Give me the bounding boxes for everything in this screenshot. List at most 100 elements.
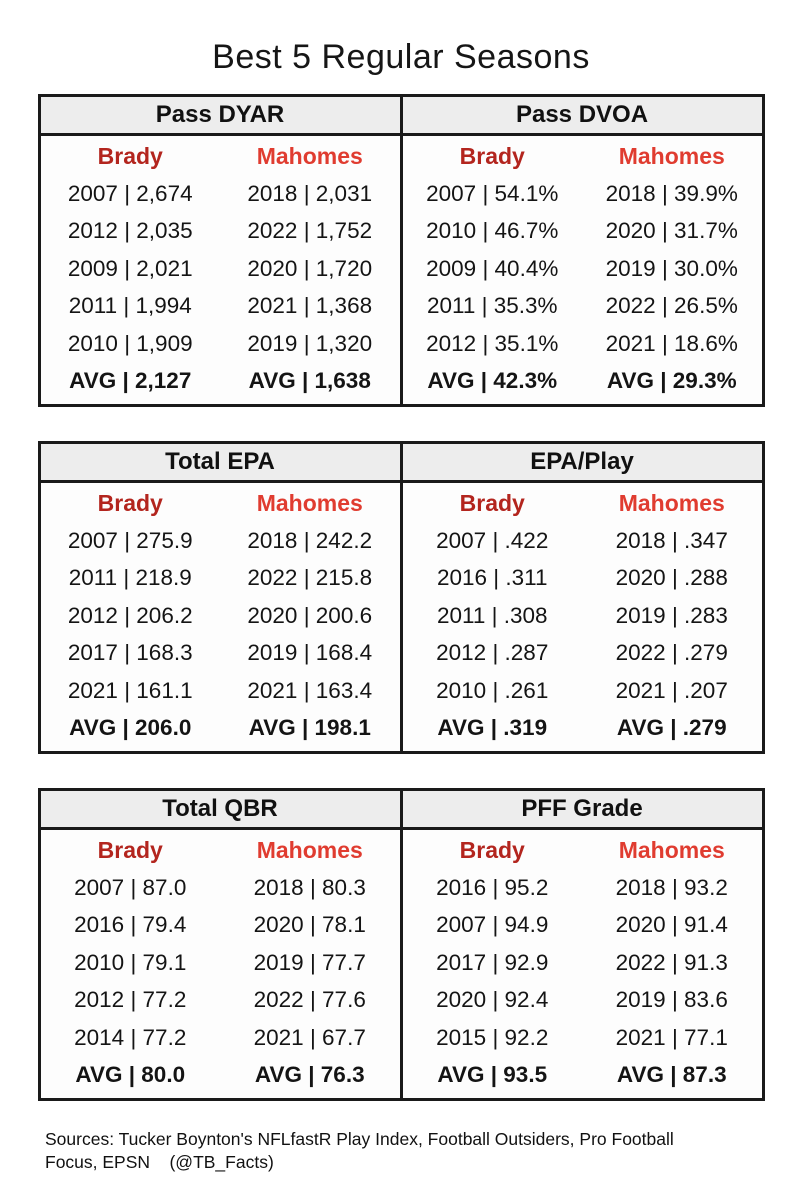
avg-row: AVG | 87.3 (616, 1062, 727, 1088)
metric-title: Pass DYAR (40, 97, 400, 136)
stat-row: 2020 | 1,720 (247, 255, 373, 281)
stat-row: 2009 | 2,021 (67, 255, 193, 281)
player-header-mahomes: Mahomes (256, 837, 363, 863)
sources-note: Sources: Tucker Boynton's NFLfastR Play … (45, 1129, 674, 1172)
metric-title: Pass DVOA (402, 97, 762, 136)
stat-row: 2022 | 77.6 (253, 987, 366, 1013)
brady-column: Brady 2007 | 275.9 2011 | 218.9 2012 | 2… (41, 485, 221, 747)
stat-row: 2010 | .261 (436, 677, 549, 703)
stat-row: 2021 | 77.1 (615, 1024, 728, 1050)
stat-row: 2011 | .308 (436, 602, 548, 628)
stat-row: 2019 | .283 (615, 602, 728, 628)
stat-row: 2018 | 93.2 (615, 874, 728, 900)
player-header-mahomes: Mahomes (618, 490, 725, 516)
brady-column: Brady 2007 | 87.0 2016 | 79.4 2010 | 79.… (41, 832, 221, 1094)
page-title: Best 5 Regular Seasons (212, 38, 590, 76)
stat-row: 2020 | 91.4 (615, 912, 728, 938)
avg-row: AVG | 80.0 (75, 1062, 186, 1088)
stat-row: 2022 | 215.8 (247, 565, 373, 591)
stat-row: 2020 | 31.7% (605, 218, 738, 244)
stat-row: 2021 | 67.7 (253, 1024, 366, 1050)
mahomes-column: Mahomes 2018 | 242.2 2022 | 215.8 2020 |… (220, 485, 400, 747)
player-header-mahomes: Mahomes (256, 143, 363, 169)
player-header-mahomes: Mahomes (256, 490, 363, 516)
avg-row: AVG | 1,638 (248, 368, 371, 394)
stat-row: 2015 | 92.2 (436, 1024, 549, 1050)
stat-row: 2021 | 163.4 (247, 677, 373, 703)
metric-panel-pass-dyar: Pass DYAR Brady 2007 | 2,674 2012 | 2,03… (40, 97, 403, 404)
stat-row: 2019 | 83.6 (615, 987, 728, 1013)
brady-column: Brady 2007 | 2,674 2012 | 2,035 2009 | 2… (41, 138, 221, 400)
metric-panel-pass-dvoa: Pass DVOA Brady 2007 | 54.1% 2010 | 46.7… (402, 97, 762, 404)
stat-row: 2021 | 161.1 (67, 677, 193, 703)
stat-row: 2020 | 78.1 (253, 912, 366, 938)
metric-panel-total-qbr: Total QBR Brady 2007 | 87.0 2016 | 79.4 … (40, 791, 403, 1098)
stat-row: 2022 | .279 (615, 640, 728, 666)
stats-table-qbr-pff: Total QBR Brady 2007 | 87.0 2016 | 79.4 … (37, 788, 765, 1101)
player-header-brady: Brady (459, 143, 525, 169)
stat-row: 2022 | 91.3 (615, 949, 728, 975)
stat-row: 2022 | 26.5% (605, 293, 738, 319)
player-header-mahomes: Mahomes (618, 143, 725, 169)
stat-row: 2019 | 30.0% (605, 255, 738, 281)
stat-row: 2018 | 242.2 (247, 527, 373, 553)
stat-row: 2007 | .422 (436, 527, 549, 553)
stat-row: 2011 | 1,994 (68, 293, 192, 319)
stat-row: 2010 | 46.7% (426, 218, 559, 244)
stat-row: 2010 | 1,909 (67, 330, 193, 356)
player-header-brady: Brady (459, 837, 525, 863)
metric-panel-pff-grade: PFF Grade Brady 2016 | 95.2 2007 | 94.9 … (402, 791, 762, 1098)
player-header-brady: Brady (97, 490, 163, 516)
stat-row: 2018 | 39.9% (605, 180, 738, 206)
player-header-brady: Brady (459, 490, 525, 516)
stat-row: 2019 | 77.7 (253, 949, 366, 975)
stat-row: 2012 | 206.2 (67, 602, 193, 628)
avg-row: AVG | .319 (437, 715, 548, 741)
metric-panel-epa-play: EPA/Play Brady 2007 | .422 2016 | .311 2… (402, 444, 762, 751)
stat-row: 2020 | .288 (615, 565, 728, 591)
stat-row: 2007 | 87.0 (74, 874, 187, 900)
metric-title: Total QBR (40, 791, 400, 830)
stat-row: 2010 | 79.1 (74, 949, 187, 975)
brady-column: Brady 2016 | 95.2 2007 | 94.9 2017 | 92.… (403, 832, 583, 1094)
stat-row: 2020 | 92.4 (436, 987, 549, 1013)
metric-panel-total-epa: Total EPA Brady 2007 | 275.9 2011 | 218.… (40, 444, 403, 751)
stat-row: 2007 | 275.9 (67, 527, 193, 553)
stat-row: 2020 | 200.6 (247, 602, 373, 628)
stat-row: 2012 | 2,035 (67, 218, 193, 244)
mahomes-column: Mahomes 2018 | .347 2020 | .288 2019 | .… (582, 485, 762, 747)
stat-row: 2016 | .311 (436, 565, 548, 591)
avg-row: AVG | 93.5 (437, 1062, 548, 1088)
stats-table-epa: Total EPA Brady 2007 | 275.9 2011 | 218.… (37, 441, 765, 754)
stat-row: 2016 | 79.4 (74, 912, 187, 938)
avg-row: AVG | .279 (616, 715, 727, 741)
stat-row: 2021 | 1,368 (247, 293, 373, 319)
metric-title: Total EPA (40, 444, 400, 483)
stat-row: 2011 | 35.3% (426, 293, 558, 319)
infographic-page: Best 5 Regular Seasons Pass DYAR Brady 2… (0, 38, 802, 1200)
stat-row: 2007 | 2,674 (67, 180, 193, 206)
avg-row: AVG | 76.3 (254, 1062, 365, 1088)
avg-row: AVG | 2,127 (69, 368, 192, 394)
metric-title: PFF Grade (402, 791, 762, 830)
stat-row: 2019 | 168.4 (247, 640, 373, 666)
avg-row: AVG | 29.3% (606, 368, 737, 394)
stat-row: 2018 | 80.3 (253, 874, 366, 900)
stat-row: 2018 | 2,031 (247, 180, 373, 206)
stat-row: 2007 | 54.1% (426, 180, 559, 206)
metric-title: EPA/Play (402, 444, 762, 483)
avg-row: AVG | 206.0 (69, 715, 192, 741)
stat-row: 2011 | 218.9 (68, 565, 192, 591)
player-header-brady: Brady (97, 837, 163, 863)
mahomes-column: Mahomes 2018 | 93.2 2020 | 91.4 2022 | 9… (582, 832, 762, 1094)
avg-row: AVG | 42.3% (427, 368, 558, 394)
stat-row: 2021 | 18.6% (605, 330, 738, 356)
stat-row: 2017 | 168.3 (67, 640, 193, 666)
player-header-brady: Brady (97, 143, 163, 169)
brady-column: Brady 2007 | .422 2016 | .311 2011 | .30… (403, 485, 583, 747)
stat-row: 2022 | 1,752 (247, 218, 373, 244)
player-header-mahomes: Mahomes (618, 837, 725, 863)
stat-row: 2017 | 92.9 (436, 949, 549, 975)
stat-row: 2021 | .207 (615, 677, 728, 703)
stat-row: 2009 | 40.4% (426, 255, 559, 281)
